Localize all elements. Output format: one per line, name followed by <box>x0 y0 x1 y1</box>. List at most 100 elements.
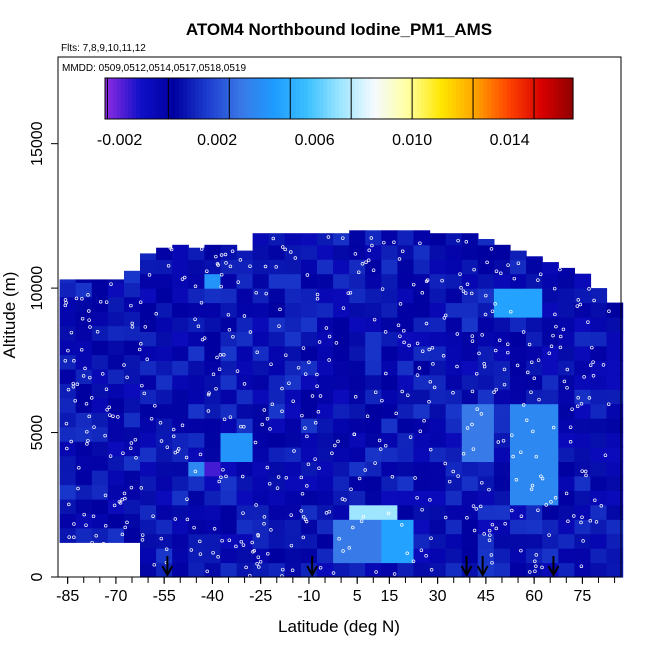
sample-point <box>492 390 496 395</box>
heatmap-cell <box>140 475 157 491</box>
heatmap-cell <box>606 533 624 549</box>
descent-marker-head <box>476 565 489 578</box>
heatmap-cell <box>317 418 334 434</box>
heatmap-cell <box>91 484 109 500</box>
colorbar-segment <box>534 78 539 119</box>
sample-point <box>440 278 444 283</box>
sample-point <box>510 508 514 513</box>
colorbar-segment <box>225 78 231 119</box>
sample-point <box>547 533 551 537</box>
sample-point <box>458 272 462 276</box>
heatmap-cell <box>124 325 141 341</box>
heatmap-cell <box>365 548 382 564</box>
heatmap-cell <box>268 345 286 361</box>
heatmap-cell <box>172 461 189 477</box>
sample-point <box>592 298 596 303</box>
colorbar-segment <box>514 78 519 119</box>
heatmap-cell <box>606 475 624 491</box>
heatmap-cell <box>413 475 431 491</box>
heatmap-cell <box>461 345 479 361</box>
colorbar-segment <box>346 78 352 119</box>
heatmap-cell <box>236 548 254 564</box>
sample-point <box>173 517 178 521</box>
heatmap-cell <box>300 259 318 275</box>
heatmap-cell <box>156 490 173 506</box>
sample-point <box>514 478 519 482</box>
heatmap-cell <box>75 296 93 312</box>
colorbar-segment <box>112 78 118 119</box>
sample-point <box>171 434 176 439</box>
sample-point <box>367 248 371 253</box>
heatmap-cell <box>365 447 382 462</box>
colorbar-segment <box>268 78 274 119</box>
heatmap-cell <box>590 360 608 376</box>
heatmap-cell <box>413 447 431 462</box>
heatmap-cell <box>558 562 575 578</box>
colorbar-segment <box>327 78 332 119</box>
colorbar-segment <box>530 78 535 119</box>
heatmap-cell <box>365 288 382 304</box>
heatmap-cell <box>558 519 575 535</box>
heatmap-cell <box>268 447 286 462</box>
sample-point <box>474 371 479 376</box>
heatmap-cell <box>445 360 463 376</box>
heatmap-cell <box>510 562 527 578</box>
heatmap-cell <box>236 288 254 304</box>
sample-point <box>533 559 537 564</box>
sample-point <box>549 344 554 349</box>
heatmap-cell <box>252 548 270 564</box>
heatmap-cell <box>188 360 205 376</box>
sample-point <box>218 353 223 357</box>
heatmap-cell <box>381 562 398 578</box>
heatmap-cell <box>59 455 77 471</box>
colorbar-segment <box>561 78 566 119</box>
heatmap-cell <box>252 331 270 347</box>
colorbar-segment <box>140 78 145 119</box>
heatmap-cell <box>284 389 302 405</box>
sample-point <box>587 396 592 400</box>
sample-point <box>240 474 245 479</box>
colorbar-segment <box>417 78 422 119</box>
sample-point <box>456 474 460 478</box>
sample-point <box>206 409 211 413</box>
heatmap-cell <box>107 369 125 384</box>
heatmap-cell <box>59 279 77 283</box>
sample-point <box>104 387 109 391</box>
sample-point <box>489 247 494 251</box>
heatmap-cell <box>590 389 608 405</box>
sample-point <box>258 559 263 564</box>
heatmap-cell <box>558 360 575 376</box>
heatmap-cell <box>461 360 479 376</box>
sample-point <box>143 325 148 329</box>
heatmap-cell <box>349 374 366 390</box>
colorbar-segment <box>526 78 531 119</box>
sample-point <box>226 312 231 317</box>
heatmap-cell <box>236 504 254 520</box>
sample-point <box>509 309 513 314</box>
heatmap-cell <box>397 317 415 332</box>
sample-point <box>220 538 224 543</box>
sample-point <box>413 476 417 480</box>
heatmap-cell <box>397 230 415 246</box>
sample-point <box>257 565 261 569</box>
heatmap-cell <box>542 504 559 520</box>
heatmap-cell <box>542 262 559 275</box>
sample-point <box>134 455 138 460</box>
colorbar-segment <box>237 78 243 119</box>
heatmap-cell <box>429 317 447 332</box>
heatmap-cell <box>381 418 398 434</box>
sample-point <box>299 475 304 480</box>
sample-point <box>313 457 317 461</box>
colorbar-segment <box>261 78 266 119</box>
sample-point <box>334 341 339 345</box>
heatmap-cell <box>349 519 366 535</box>
heatmap-cell <box>574 360 592 376</box>
heatmap-cell <box>606 504 624 520</box>
y-tick-label: 0 <box>29 572 46 581</box>
sample-point <box>470 389 475 394</box>
heatmap-cell <box>75 455 93 471</box>
sample-point <box>250 540 254 545</box>
sample-point <box>558 267 562 272</box>
sample-point <box>262 515 267 519</box>
sample-point <box>537 397 541 402</box>
